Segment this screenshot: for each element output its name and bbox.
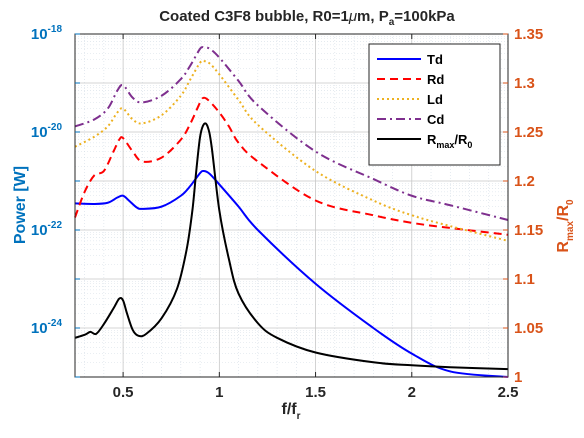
y-left-tick-label: 10-24 [31, 318, 63, 337]
legend-label: Rd [427, 72, 444, 87]
series-line-td [74, 169, 509, 378]
x-tick-label: 2 [408, 384, 416, 401]
plot-frame [74, 33, 509, 378]
y-axis-left-label: Power [W] [12, 166, 29, 244]
y-right-tick-label: 1.15 [514, 222, 543, 239]
y-axis-left: 10-18 10-20 10-22 10-24 [31, 24, 80, 378]
y-right-tick-label: 1 [514, 369, 522, 386]
y-right-tick-label: 1.2 [514, 173, 535, 190]
y-right-tick-label: 1.25 [514, 124, 543, 141]
x-axis: 0.5 1 1.5 2 2.5 [113, 34, 519, 401]
title-text-part: Coated C3F8 bubble, R0=1 [159, 8, 349, 25]
legend-label: Cd [427, 112, 444, 127]
legend-box [368, 43, 501, 166]
chart-title: Coated C3F8 bubble, R0=1μm, Pa=100kPa [159, 8, 455, 28]
y-axis-right-label: Rmax/R0 [555, 199, 576, 253]
y-right-tick-label: 1.3 [514, 75, 535, 92]
title-mu: μ [348, 8, 357, 25]
y-axis-right: 1 1.05 1.1 1.15 1.2 1.25 1.3 1.35 [503, 26, 543, 386]
x-tick-label: 1.5 [305, 384, 326, 401]
title-subscript: a [389, 17, 395, 28]
x-tick-label: 0.5 [113, 384, 134, 401]
series-layer [74, 46, 509, 378]
y-right-tick-label: 1.35 [514, 26, 543, 43]
legend-label: Rmax/R0 [427, 132, 472, 150]
series-line-ld [74, 59, 509, 242]
legend-label: Ld [427, 92, 443, 107]
series-line-rd [74, 96, 509, 236]
title-text-part: m, P [357, 8, 389, 25]
y-right-tick-label: 1.1 [514, 271, 535, 288]
series-line-rmax-r0 [74, 122, 509, 371]
y-right-tick-label: 1.05 [514, 320, 543, 337]
y-left-tick-label: 10-20 [31, 122, 63, 141]
legend-label: Td [427, 52, 443, 67]
legend: Td Rd Ld Cd Rmax/R0 [368, 43, 501, 166]
x-tick-label: 1 [215, 384, 223, 401]
x-tick-label: 2.5 [498, 384, 519, 401]
y-left-tick-label: 10-18 [31, 24, 63, 43]
x-axis-label: f/fr [281, 401, 300, 422]
y-left-tick-label: 10-22 [31, 220, 63, 239]
series-line-cd [74, 46, 509, 221]
title-text-part: =100kPa [394, 8, 455, 25]
